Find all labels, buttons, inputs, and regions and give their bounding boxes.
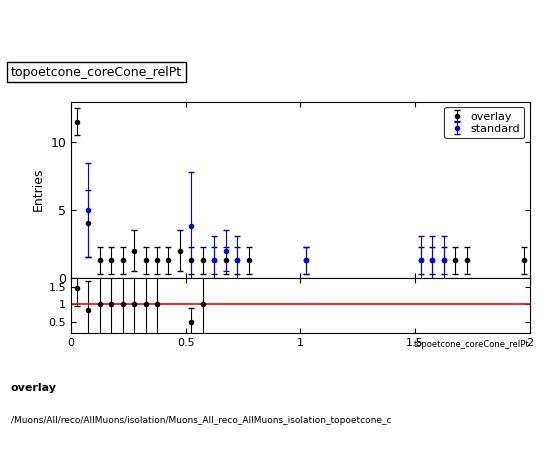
Text: overlay: overlay xyxy=(11,383,57,394)
Text: /Muons/All/reco/AllMuons/isolation/Muons_All_reco_AllMuons_isolation_topoetcone_: /Muons/All/reco/AllMuons/isolation/Muons… xyxy=(11,416,391,425)
Legend: overlay, standard: overlay, standard xyxy=(444,107,524,138)
Y-axis label: Entries: Entries xyxy=(32,168,45,212)
Text: topoetcone_coreCone_relPt: topoetcone_coreCone_relPt xyxy=(11,66,182,79)
Text: topoetcone_coreCone_relPt: topoetcone_coreCone_relPt xyxy=(414,340,530,348)
